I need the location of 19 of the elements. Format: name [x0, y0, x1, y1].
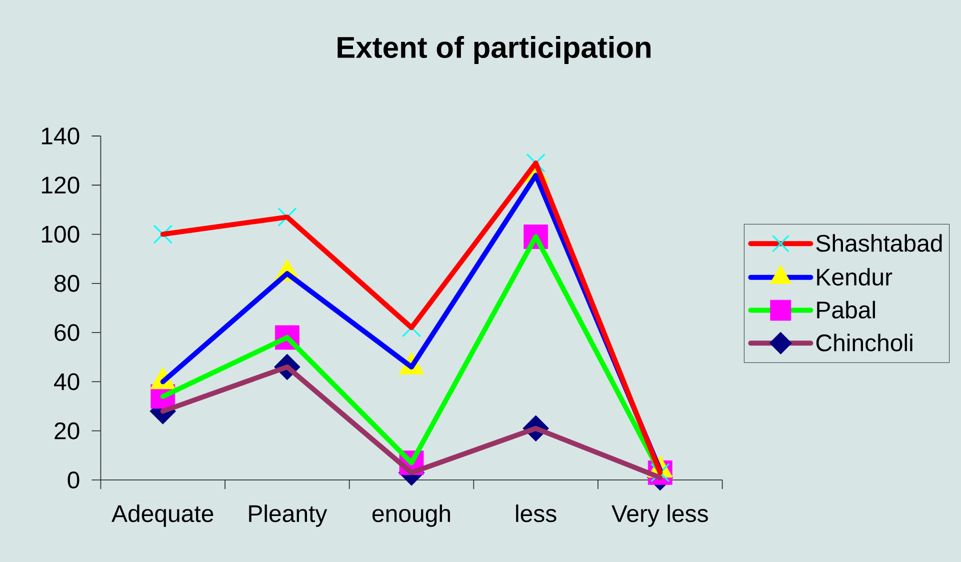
x-tick-label: enough — [372, 504, 450, 527]
y-tick-label: 0 — [68, 472, 80, 488]
y-tick-label: 120 — [42, 176, 80, 194]
legend-label: Pabal — [817, 300, 875, 318]
x-tick-label: less — [516, 504, 556, 522]
legend-label: Chincholi — [816, 334, 912, 352]
y-tick-label: 60 — [54, 324, 80, 342]
x-tick-label: Pleanty — [249, 504, 328, 527]
y-tick-label: 140 — [42, 128, 80, 144]
y-tick-label: 20 — [54, 422, 80, 440]
x-tick-label: Very less — [612, 504, 708, 527]
x-tick-label: Adequate — [112, 504, 214, 527]
point — [153, 224, 173, 244]
y-tick-label: 80 — [54, 274, 80, 292]
legend-label: Shashtabad — [816, 234, 942, 252]
chart-title: Extent of participation — [338, 36, 650, 64]
legend-label: Kendur — [817, 268, 892, 286]
y-tick-label: 40 — [54, 373, 80, 390]
y-tick-label: 100 — [42, 226, 80, 243]
